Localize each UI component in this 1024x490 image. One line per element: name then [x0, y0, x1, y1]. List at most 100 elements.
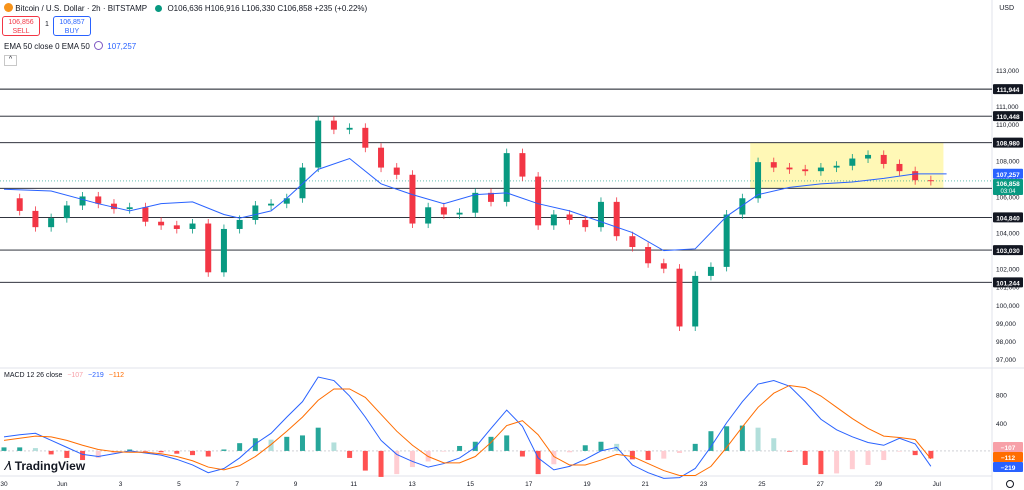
price-tick-label: 98,000	[996, 339, 1016, 346]
buy-button[interactable]: 106,857 BUY	[53, 16, 91, 36]
price-tick-label: 100,000	[996, 303, 1020, 310]
candle-body	[927, 180, 934, 182]
candle-body	[707, 266, 714, 276]
candle-body	[880, 154, 887, 164]
macd-histogram-bar	[834, 450, 840, 474]
sell-label: SELL	[12, 28, 30, 35]
price-tick-label: 102,000	[996, 267, 1020, 274]
collapse-legend-icon[interactable]: ^	[4, 55, 17, 66]
price-tick-label: 113,000	[996, 68, 1019, 75]
macd-histogram-bar	[142, 450, 148, 452]
candle-body	[833, 165, 840, 168]
macd-histogram-bar	[190, 450, 196, 456]
macd-legend[interactable]: MACD 12 26 close −107 −219 −112	[4, 372, 124, 379]
macd-histogram-bar	[504, 435, 510, 451]
time-tick-label: 19	[583, 481, 591, 488]
macd-histogram-bar	[739, 425, 745, 451]
candle-body	[739, 198, 746, 215]
currency-label: USD	[999, 5, 1014, 12]
macd-hist-value: −107	[67, 372, 84, 379]
price-tag-label: 106,858	[996, 181, 1020, 188]
level-tag-label: 101,244	[996, 280, 1020, 287]
macd-signal-value: −112	[108, 372, 125, 379]
candle-body	[645, 247, 652, 264]
macd-histogram-bar	[362, 450, 368, 471]
macd-histogram-bar	[708, 431, 714, 451]
macd-histogram-bar	[409, 450, 415, 468]
macd-histogram-bar	[755, 427, 761, 451]
bitcoin-icon	[4, 3, 13, 12]
macd-histogram-bar	[535, 450, 541, 475]
candle-body	[315, 120, 322, 168]
ema-tag-label: 107,257	[996, 172, 1020, 179]
symbol-title[interactable]: Bitcoin / U.S. Dollar · 2h · BITSTAMP O1…	[4, 3, 367, 13]
level-tag-label: 104,840	[996, 215, 1020, 222]
macd-tag-label: −112	[1001, 455, 1016, 462]
candle-body	[519, 153, 526, 177]
macd-histogram-bar	[881, 450, 887, 461]
gear-icon	[1006, 480, 1014, 488]
candle-body	[865, 154, 872, 159]
macd-histogram-bar	[582, 445, 588, 451]
price-tick-label: 104,000	[996, 231, 1020, 238]
time-tick-label: 27	[817, 481, 825, 488]
macd-histogram-bar	[48, 450, 54, 455]
candle-body	[660, 263, 667, 269]
level-tag-bg	[993, 84, 1023, 95]
candle-body	[378, 147, 385, 168]
macd-histogram-bar	[205, 450, 211, 457]
range-box	[750, 142, 944, 189]
time-tick-label: 5	[177, 481, 181, 488]
time-tick-label: 23	[700, 481, 708, 488]
level-tag-label: 110,448	[996, 114, 1020, 121]
candle-body	[346, 127, 353, 130]
price-tick-label: 110,000	[996, 122, 1019, 129]
buy-price: 106,857	[59, 19, 85, 26]
macd-histogram-bar	[17, 447, 23, 451]
level-tag-label: 108,980	[996, 141, 1020, 148]
macd-tag-label: −107	[1001, 445, 1016, 452]
currency-selector[interactable]: USD	[999, 5, 1014, 12]
market-open-icon	[155, 5, 163, 12]
macd-histogram-bar	[378, 450, 384, 477]
macd-histogram-bar	[661, 450, 667, 459]
settings-icon[interactable]	[94, 41, 104, 50]
ema-legend[interactable]: EMA 50 close 0 EMA 50 107,257	[4, 41, 136, 51]
macd-histogram-bar	[252, 438, 258, 451]
candle-body	[566, 214, 573, 220]
macd-tag-bg	[993, 462, 1023, 472]
candle-body	[189, 223, 196, 229]
tradingview-logo: ⁄\ TradingView	[6, 459, 86, 473]
macd-tag-bg	[993, 452, 1023, 462]
time-tick-label: Jul	[933, 481, 942, 488]
candle-body	[488, 192, 494, 202]
macd-histogram-bar	[315, 427, 321, 451]
sell-price: 106,856	[8, 19, 34, 26]
macd-histogram-bar	[645, 450, 651, 461]
macd-histogram-bar	[1, 447, 7, 451]
macd-histogram-bar	[221, 449, 227, 451]
level-tag-bg	[993, 245, 1023, 256]
macd-histogram-bar	[598, 441, 604, 451]
macd-histogram-bar	[519, 450, 525, 457]
macd-line	[3, 376, 932, 479]
brand-text: TradingView	[14, 459, 86, 473]
candle-body	[817, 167, 824, 172]
macd-histogram-bar	[331, 442, 337, 451]
candle-body	[268, 203, 275, 206]
macd-histogram-bar	[849, 450, 855, 470]
macd-histogram-bar	[347, 450, 353, 458]
macd-histogram-bar	[865, 450, 871, 465]
time-tick-label: 29	[875, 481, 883, 488]
macd-label: MACD 12 26 close	[4, 372, 63, 379]
price-tick-label: 101,000	[996, 285, 1020, 292]
sell-button[interactable]: 106,856 SELL	[2, 16, 40, 36]
price-tick-label: 99,000	[996, 321, 1016, 328]
candle-body	[79, 196, 86, 206]
macd-histogram-bar	[441, 450, 447, 452]
candle-body	[770, 162, 777, 168]
level-tag-label: 103,030	[996, 248, 1020, 255]
macd-histogram-bar	[95, 450, 101, 458]
price-tick-label: 97,000	[996, 357, 1016, 364]
